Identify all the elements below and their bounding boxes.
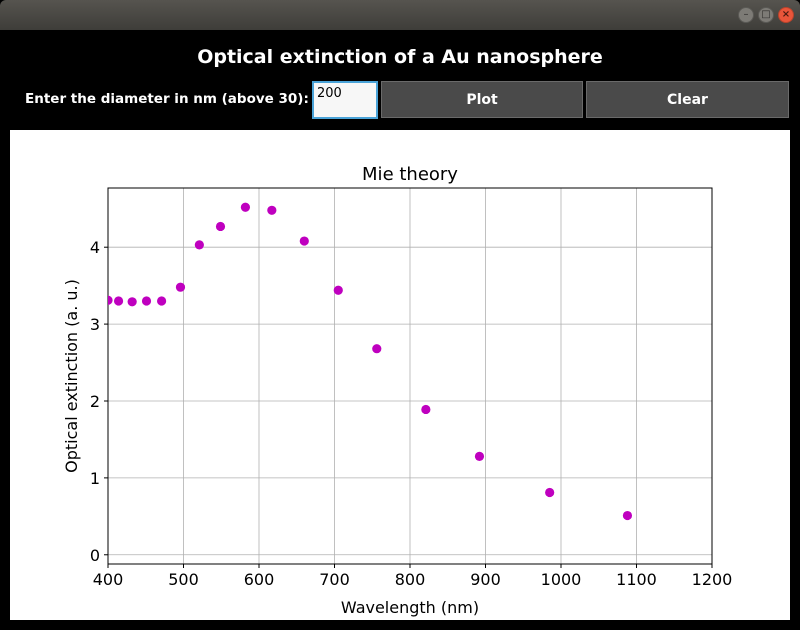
x-tick-label: 1100 xyxy=(616,570,657,589)
diameter-input[interactable] xyxy=(312,81,378,119)
data-point xyxy=(474,451,485,461)
x-tick-label: 1200 xyxy=(692,570,733,589)
x-tick-label: 1000 xyxy=(541,570,582,589)
clear-button[interactable]: Clear xyxy=(586,81,789,118)
data-point xyxy=(215,221,226,232)
mie-chart: 400 500 600 700 800 900 1000 1100 1200 0 1 2 3 4 Mie t… xyxy=(62,164,733,617)
data-point xyxy=(113,296,124,306)
data-point xyxy=(622,510,633,521)
data-point xyxy=(141,296,152,306)
data-point xyxy=(299,236,309,246)
x-tick-label: 900 xyxy=(470,570,501,589)
plot-button[interactable]: Plot xyxy=(381,81,583,118)
data-point xyxy=(157,296,167,306)
data-point xyxy=(372,344,382,354)
x-tick-label: 600 xyxy=(244,570,275,589)
diameter-label: Enter the diameter in nm (above 30): xyxy=(25,91,309,107)
plot-canvas: 400 500 600 700 800 900 1000 1100 1200 0 1 2 3 4 Mie t… xyxy=(10,130,790,620)
x-axis-label: Wavelength (nm) xyxy=(341,598,479,617)
y-axis-label: Optical extinction (a. u.) xyxy=(62,279,81,473)
maximize-icon[interactable]: □ xyxy=(758,7,774,23)
data-point xyxy=(175,282,186,292)
x-tick-label: 400 xyxy=(93,570,124,589)
y-tick-label: 2 xyxy=(90,392,100,411)
x-tick-label: 800 xyxy=(395,570,426,589)
data-point xyxy=(333,285,343,295)
y-tick-label: 3 xyxy=(90,315,100,334)
x-tick-label: 700 xyxy=(319,570,350,589)
x-tick-label: 500 xyxy=(168,570,199,589)
data-point xyxy=(127,297,137,307)
data-point xyxy=(421,404,431,415)
data-point xyxy=(267,205,277,215)
data-point xyxy=(240,202,251,212)
data-point xyxy=(194,240,204,250)
close-icon[interactable]: × xyxy=(778,7,794,23)
minimize-icon[interactable]: – xyxy=(738,7,754,23)
window-titlebar[interactable]: – □ × xyxy=(0,0,800,30)
page-title: Optical extinction of a Au nanosphere xyxy=(197,46,603,68)
y-tick-label: 0 xyxy=(90,546,100,565)
y-tick-label: 1 xyxy=(90,469,100,488)
data-point xyxy=(108,295,113,305)
chart-title: Mie theory xyxy=(362,164,458,185)
y-tick-label: 4 xyxy=(90,238,100,257)
data-point xyxy=(545,487,555,498)
